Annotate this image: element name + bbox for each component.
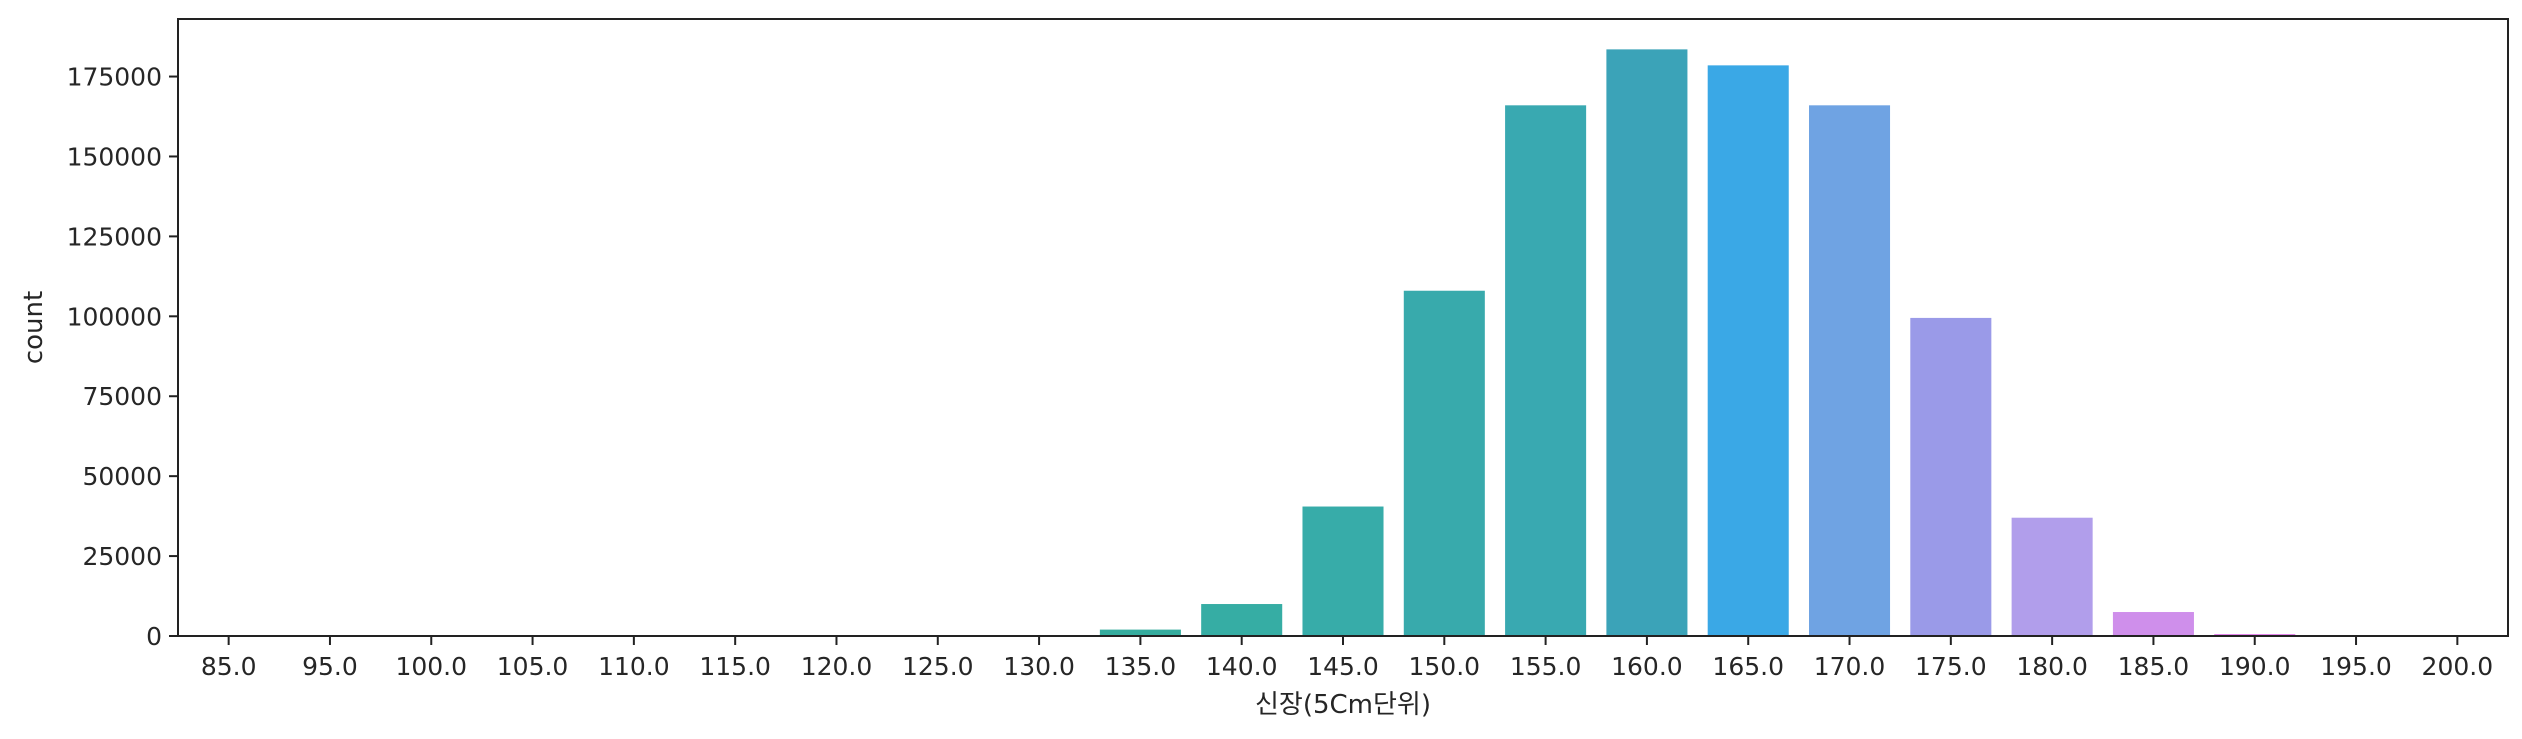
bar-140.0 [1201, 604, 1283, 636]
y-tick-label: 50000 [82, 462, 162, 491]
x-tick-label: 185.0 [2118, 652, 2190, 681]
y-tick-label: 0 [146, 622, 162, 651]
bar-175.0 [1910, 317, 1992, 636]
x-tick-label: 190.0 [2219, 652, 2291, 681]
bar-170.0 [1809, 105, 1891, 637]
x-tick-label: 120.0 [801, 652, 873, 681]
bars-group [188, 49, 2498, 637]
bar-165.0 [1707, 65, 1789, 636]
x-tick-label: 180.0 [2016, 652, 2088, 681]
x-tick-label: 140.0 [1206, 652, 1278, 681]
y-tick-label: 75000 [82, 382, 162, 411]
x-tick-label: 165.0 [1712, 652, 1784, 681]
y-tick-label: 150000 [67, 142, 162, 171]
x-tick-label: 150.0 [1409, 652, 1481, 681]
bar-155.0 [1505, 105, 1587, 637]
x-tick-label: 130.0 [1003, 652, 1075, 681]
bar-150.0 [1403, 290, 1485, 636]
x-tick-label: 115.0 [699, 652, 771, 681]
y-tick-label: 100000 [67, 302, 162, 331]
y-tick-label: 25000 [82, 542, 162, 571]
y-tick-label: 175000 [67, 63, 162, 92]
x-axis-label: 신장(5Cm단위) [1255, 690, 1431, 720]
x-tick-label: 135.0 [1105, 652, 1177, 681]
x-tick-label: 200.0 [2422, 652, 2494, 681]
y-tick-label: 125000 [67, 222, 162, 251]
x-tick-label: 95.0 [302, 652, 358, 681]
x-tick-label: 105.0 [497, 652, 569, 681]
bar-135.0 [1099, 629, 1181, 636]
x-tick-label: 175.0 [1915, 652, 1987, 681]
x-tick-label: 155.0 [1510, 652, 1582, 681]
x-tick-label: 125.0 [902, 652, 974, 681]
x-tick-label: 100.0 [395, 652, 467, 681]
y-axis: 0 25000 50000 75000 100000 125000 150000 175000 [67, 63, 178, 651]
x-tick-label: 160.0 [1611, 652, 1683, 681]
x-tick-label: 145.0 [1307, 652, 1379, 681]
x-tick-label: 110.0 [598, 652, 670, 681]
bar-185.0 [2112, 612, 2194, 636]
x-tick-label: 85.0 [201, 652, 257, 681]
x-tick-label: 170.0 [1814, 652, 1886, 681]
bar-160.0 [1606, 49, 1688, 636]
bar-145.0 [1302, 506, 1384, 636]
bar-180.0 [2011, 517, 2093, 636]
x-axis: 85.0 95.0 100.0 105.0 110.0 115.0 120.0 125.0 13… [201, 636, 2493, 681]
x-tick-label: 195.0 [2320, 652, 2392, 681]
y-axis-label: count [19, 291, 49, 364]
